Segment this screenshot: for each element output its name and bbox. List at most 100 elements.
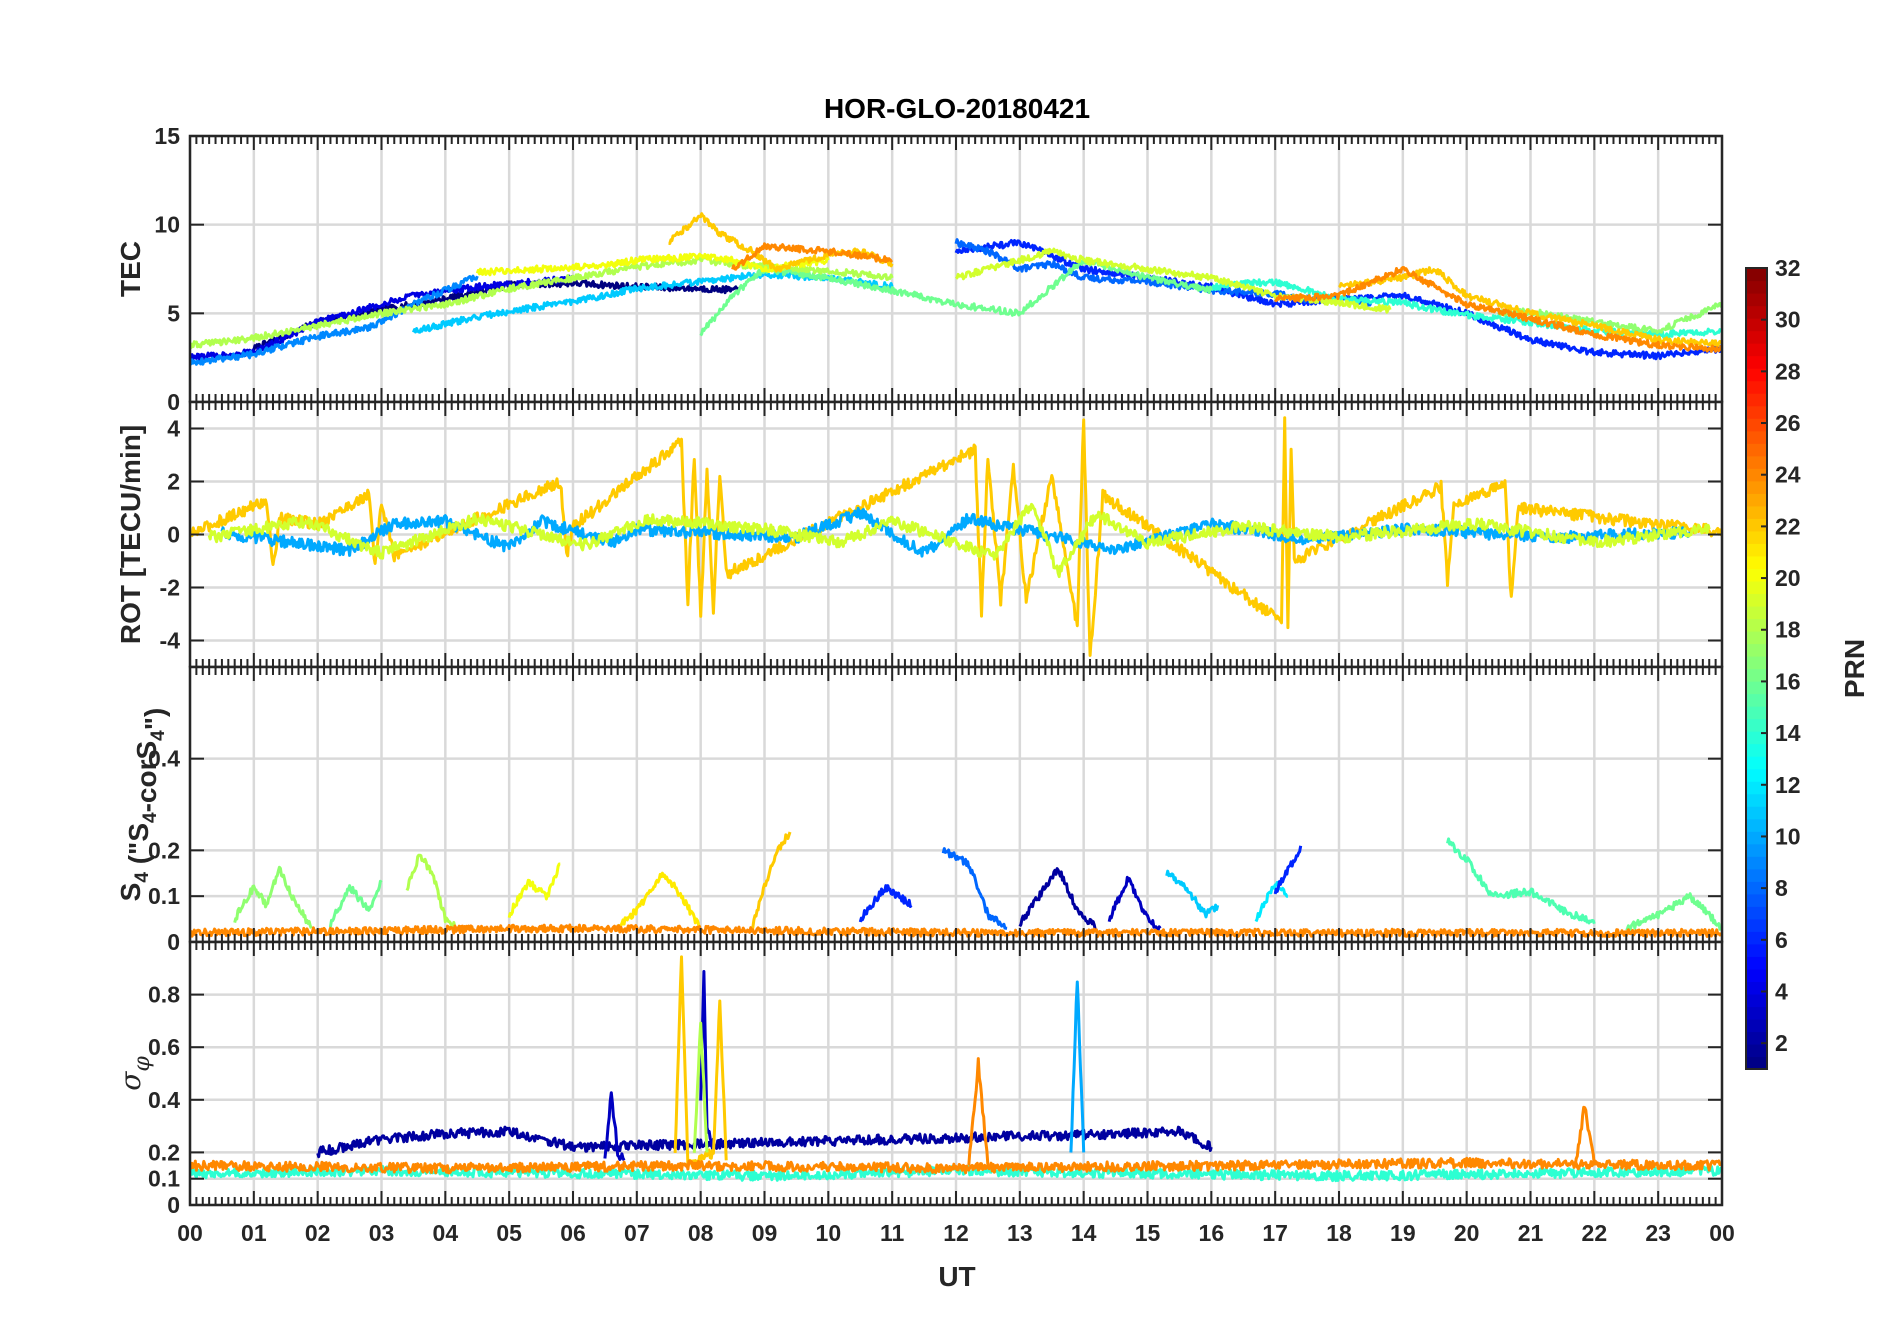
- colorbar-band: [1746, 968, 1767, 982]
- series-line-prn-16: [328, 879, 383, 928]
- x-tick-label: 23: [1645, 1220, 1671, 1246]
- panel-tec: 0 5 10 15 TEC: [115, 123, 1724, 415]
- series-line-prn-2: [1018, 867, 1098, 932]
- x-tick-label: 10: [816, 1220, 842, 1246]
- x-tick-label: 01: [241, 1220, 267, 1246]
- colorbar-tick-label: 4: [1775, 978, 1788, 1004]
- colorbar-band: [1746, 480, 1767, 494]
- colorbar-band: [1746, 330, 1767, 344]
- x-tick-label: 11: [880, 1220, 905, 1246]
- colorbar-band: [1746, 443, 1767, 457]
- series-line-prn-24: [731, 242, 894, 271]
- colorbar-band: [1746, 1018, 1767, 1033]
- colorbar-band: [1746, 681, 1767, 695]
- colorbar-band: [1746, 430, 1767, 444]
- x-tick-label: 09: [752, 1220, 778, 1246]
- colorbar-tick-label: 14: [1775, 720, 1801, 746]
- y-tick-label: 0: [167, 1192, 180, 1218]
- colorbar-band: [1746, 993, 1767, 1008]
- colorbar-band: [1746, 630, 1767, 645]
- y-tick-label: 0.2: [148, 837, 180, 863]
- colorbar-band: [1746, 618, 1767, 632]
- colorbar-tick-label: 28: [1775, 358, 1801, 384]
- colorbar-band: [1746, 580, 1767, 595]
- axis-ticks: [189, 402, 1723, 667]
- colorbar-band: [1746, 280, 1767, 294]
- colorbar-band: [1746, 768, 1767, 782]
- x-tick-label: 00: [177, 1220, 203, 1246]
- colorbar-tick-label: 24: [1775, 462, 1801, 488]
- colorbar-band: [1746, 455, 1767, 469]
- colorbar-band: [1746, 906, 1767, 920]
- series-line-prn-20: [507, 862, 561, 919]
- colorbar-band: [1746, 555, 1767, 569]
- x-tick-label: 14: [1071, 1220, 1097, 1246]
- colorbar-band: [1746, 1056, 1767, 1070]
- x-tick-label: 17: [1262, 1220, 1288, 1246]
- x-tick-label: 06: [560, 1220, 586, 1246]
- colorbar-band: [1746, 493, 1767, 507]
- series-group: [190, 955, 1722, 1183]
- x-tick-label: 04: [433, 1220, 459, 1246]
- colorbar-band: [1746, 831, 1767, 845]
- series-line-prn-12: [1254, 880, 1289, 923]
- colorbar-band: [1746, 956, 1767, 970]
- colorbar-tick-label: 16: [1775, 668, 1801, 694]
- series-line-prn-19: [207, 502, 1711, 579]
- colorbar-band: [1746, 518, 1767, 532]
- x-tick-label: 18: [1326, 1220, 1352, 1246]
- x-tick-label: 20: [1454, 1220, 1480, 1246]
- y-tick-label: 15: [154, 123, 180, 149]
- colorbar-band: [1746, 881, 1767, 895]
- y-tick-label: 0: [167, 929, 180, 955]
- series-line-prn-22: [668, 212, 894, 273]
- x-tick-label: 13: [1007, 1220, 1033, 1246]
- colorbar-band: [1746, 593, 1767, 607]
- y-tick-label: 0.4: [148, 746, 180, 772]
- series-line-prn-21: [616, 871, 702, 932]
- colorbar-band: [1746, 918, 1767, 932]
- x-tick-label: 22: [1582, 1220, 1608, 1246]
- colorbar-tick-label: 32: [1775, 255, 1801, 281]
- colorbar-band: [1746, 743, 1767, 757]
- y-axis-label: S4 ("S4-corS4"): [115, 708, 170, 902]
- colorbar-band: [1746, 981, 1767, 995]
- series-line-prn-18: [190, 256, 894, 350]
- colorbar-band: [1746, 793, 1767, 807]
- colorbar-band: [1746, 380, 1767, 394]
- series-line-prn-17: [233, 865, 313, 929]
- series-line-prn-24: [1573, 1105, 1596, 1166]
- series-line-prn-24: [967, 1057, 990, 1166]
- grid: [188, 402, 1724, 667]
- colorbar-band: [1746, 893, 1767, 907]
- colorbar-tick-label: 20: [1775, 565, 1801, 591]
- panel-rot: -4 -2 0 2 4 ROT [TECU/min]: [115, 400, 1724, 669]
- y-tick-label: 0.2: [148, 1139, 180, 1165]
- colorbar-label: PRN: [1839, 639, 1870, 698]
- series-line-prn-22: [750, 831, 792, 932]
- series-group: [190, 416, 1722, 657]
- y-tick-label: 2: [167, 469, 180, 495]
- y-tick-label: 0.8: [148, 982, 180, 1008]
- series-line-prn-3: [1107, 875, 1162, 932]
- colorbar-tick-label: 6: [1775, 927, 1788, 953]
- series-line-prn-24: [190, 1156, 1722, 1175]
- colorbar-band: [1746, 655, 1767, 670]
- series-line-prn-6: [858, 884, 913, 923]
- colorbar-band: [1746, 293, 1767, 307]
- colorbar-tick-label: 30: [1775, 307, 1801, 333]
- colorbar-band: [1746, 318, 1767, 332]
- colorbar-band: [1746, 368, 1767, 382]
- colorbar-band: [1746, 468, 1767, 482]
- colorbar-band: [1746, 530, 1767, 544]
- y-axis-label: σφ: [114, 1056, 155, 1091]
- colorbar-tick-label: 18: [1775, 617, 1801, 643]
- y-axis-label: ROT [TECU/min]: [115, 425, 146, 644]
- colorbar-band: [1746, 731, 1767, 745]
- colorbar-tick-label: 26: [1775, 410, 1801, 436]
- y-tick-label: 0.4: [148, 1087, 180, 1113]
- colorbar-band: [1746, 943, 1767, 957]
